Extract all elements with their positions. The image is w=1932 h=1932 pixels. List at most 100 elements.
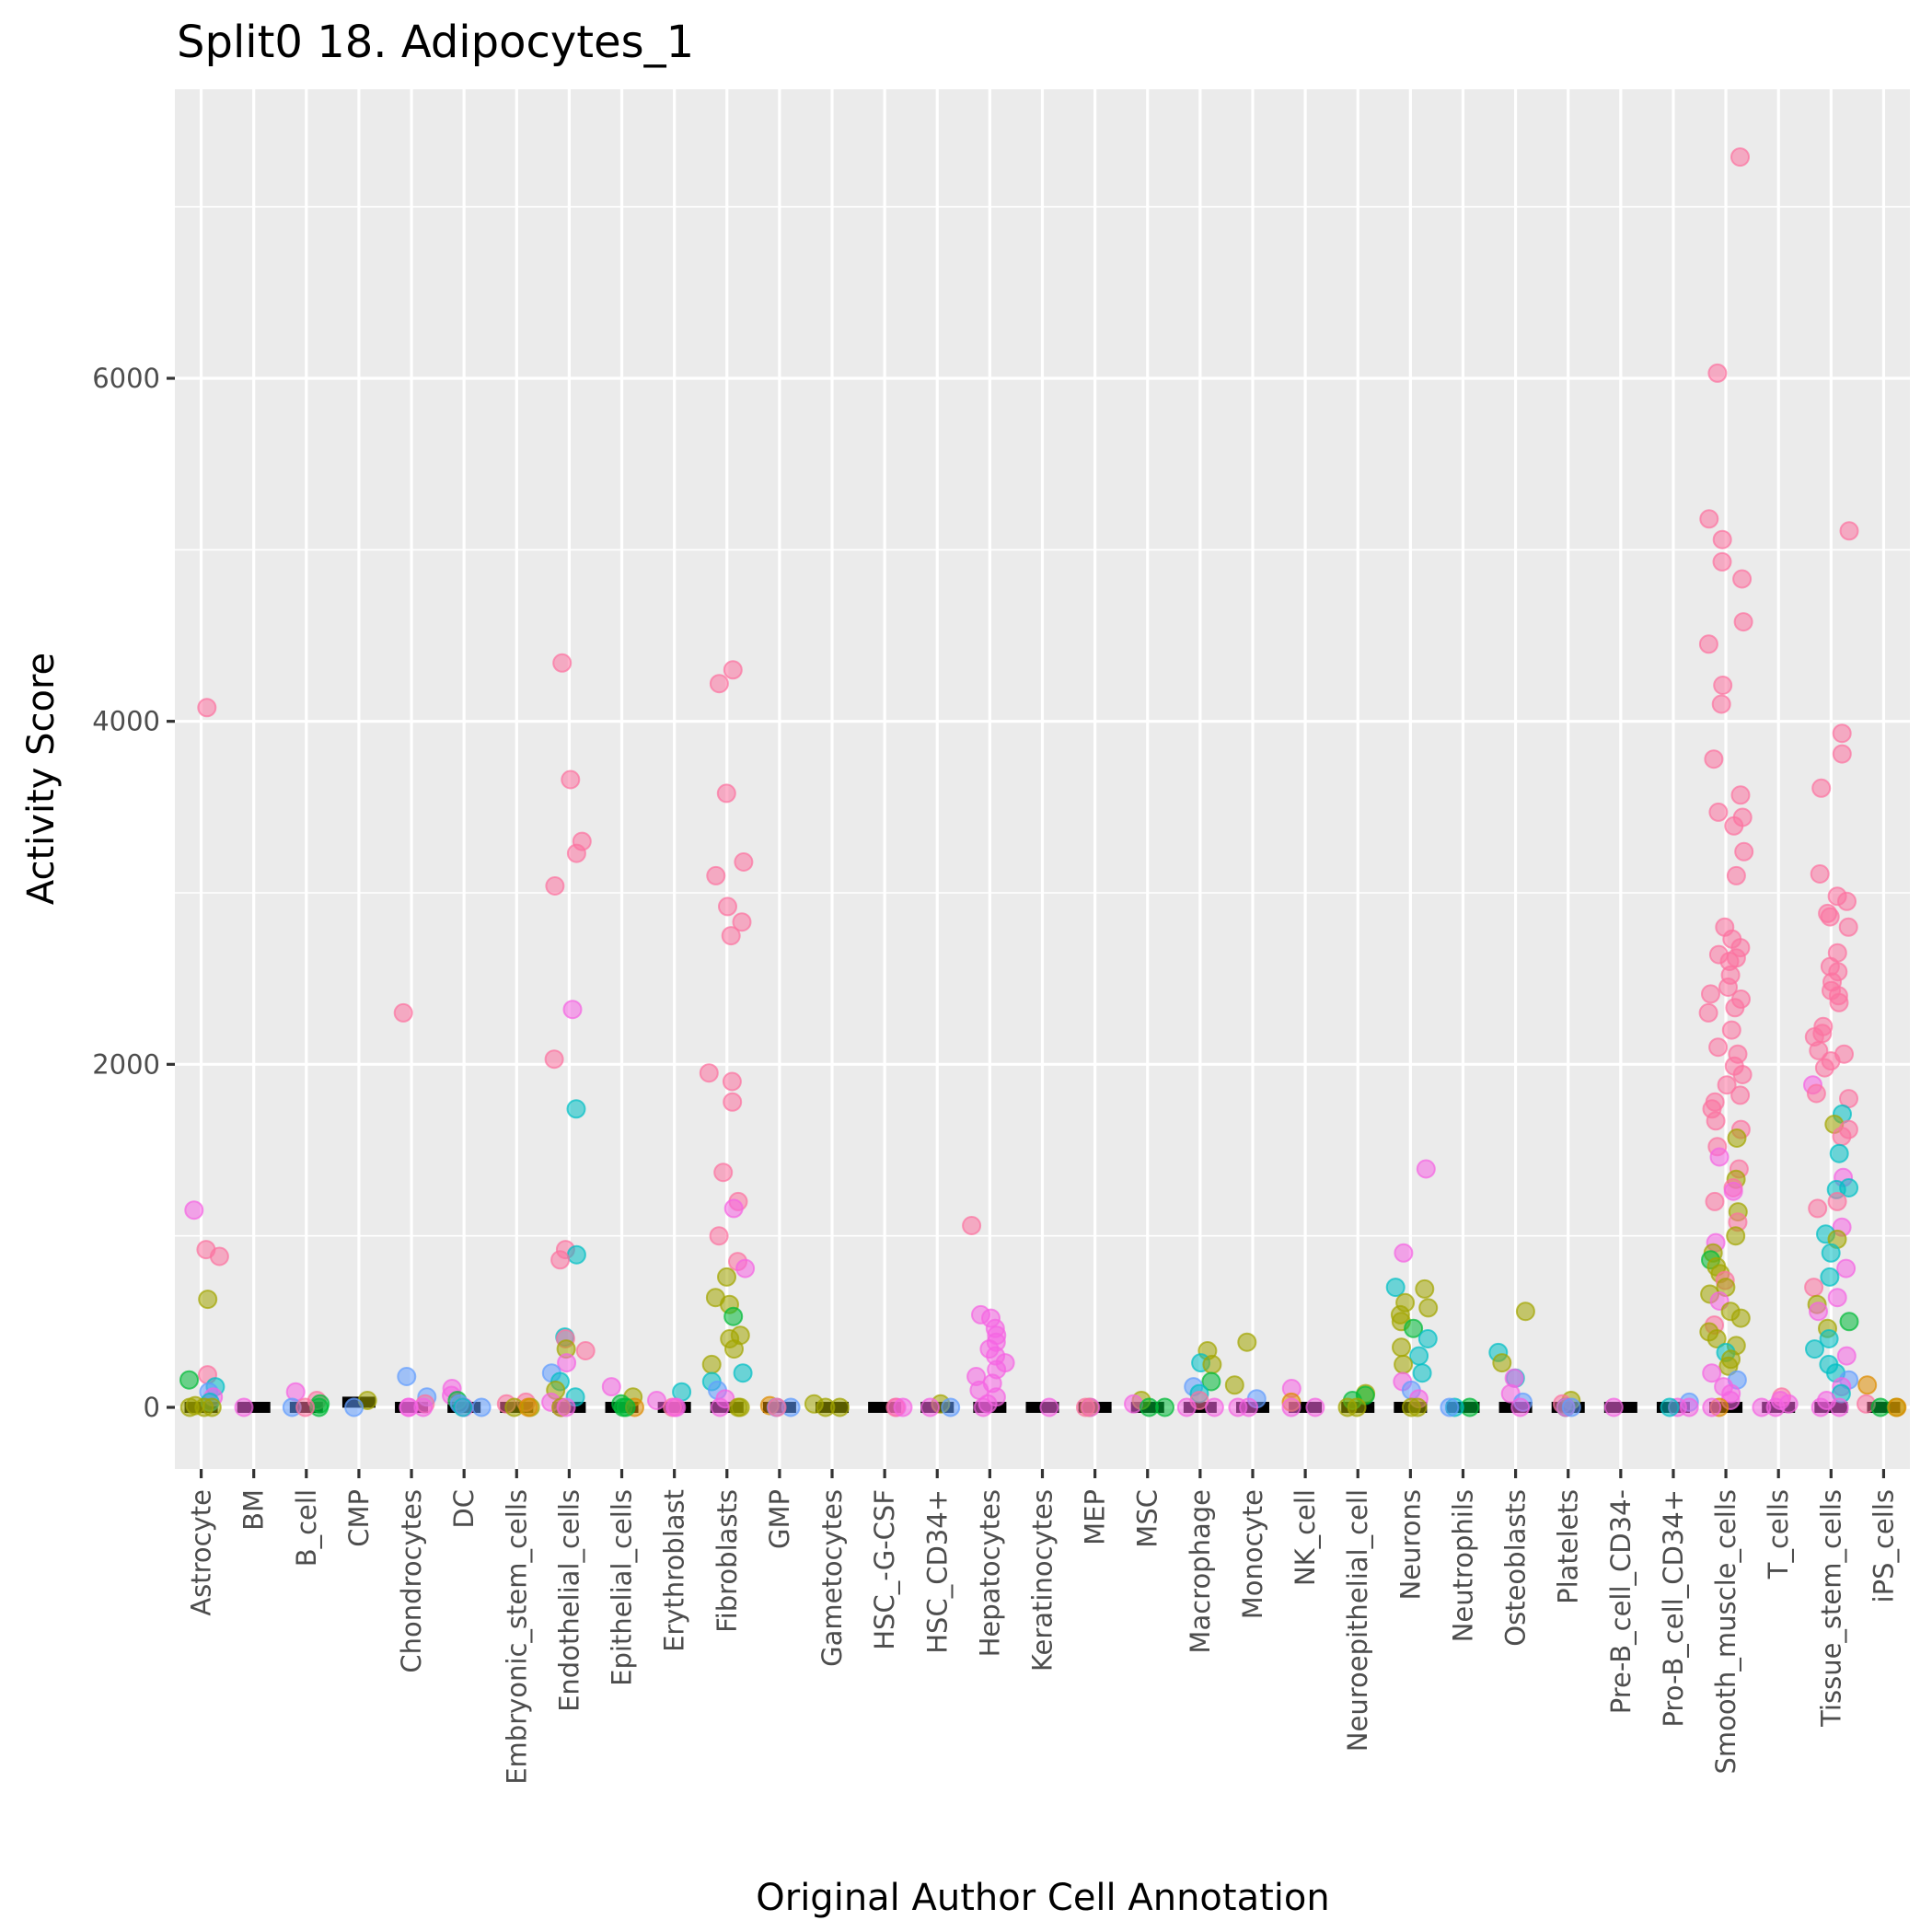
x-tick-label: Fibroblasts xyxy=(711,1489,743,1633)
data-point xyxy=(1305,1397,1325,1417)
data-point xyxy=(723,1306,744,1326)
data-point xyxy=(413,1397,434,1417)
data-point xyxy=(1724,816,1744,836)
data-point xyxy=(1806,1083,1826,1104)
data-point xyxy=(1811,778,1832,798)
data-point xyxy=(724,1339,744,1359)
data-point xyxy=(1515,1301,1535,1322)
data-point xyxy=(722,1071,742,1092)
data-point xyxy=(1075,1397,1095,1417)
data-point xyxy=(1347,1397,1367,1417)
data-point xyxy=(1707,363,1728,383)
x-tick-label: Platelets xyxy=(1553,1489,1584,1604)
data-point xyxy=(1810,864,1830,884)
data-point xyxy=(1838,917,1858,937)
data-point xyxy=(1809,1040,1829,1060)
data-point xyxy=(1698,634,1718,654)
data-point xyxy=(1819,1329,1839,1348)
data-point xyxy=(562,1000,583,1020)
data-point xyxy=(735,1258,756,1278)
x-tick-label: Erythroblast xyxy=(659,1489,690,1652)
data-point xyxy=(1730,1085,1751,1105)
data-point xyxy=(717,1267,736,1287)
x-tick-label: B_cell xyxy=(291,1489,322,1567)
data-point xyxy=(767,1397,787,1417)
y-tick-label: 4000 xyxy=(92,706,160,737)
data-point xyxy=(552,653,573,673)
data-point xyxy=(601,1377,621,1397)
x-axis: Astrocyte BM B_cell CMP Chondrocytes DC Embryo… xyxy=(186,1469,1899,1785)
data-point xyxy=(1394,1354,1414,1374)
data-point xyxy=(1857,1375,1878,1395)
data-point xyxy=(706,865,726,885)
data-point xyxy=(718,897,737,917)
data-point xyxy=(1726,1226,1746,1246)
data-point xyxy=(1409,1346,1429,1366)
data-point xyxy=(1711,694,1731,714)
data-point xyxy=(566,843,586,863)
x-tick-label: Embryonic_stem_cells xyxy=(501,1489,532,1785)
data-point xyxy=(1809,1301,1828,1322)
data-point xyxy=(1827,1191,1847,1211)
data-point xyxy=(701,1354,722,1374)
data-point xyxy=(1820,1267,1840,1287)
x-tick-label: Gametocytes xyxy=(816,1489,848,1667)
x-tick-label: Pre-B_cell_CD34- xyxy=(1605,1489,1637,1714)
x-tick-label: Smooth_muscle_cells xyxy=(1710,1489,1741,1774)
data-point xyxy=(733,1363,753,1383)
data-point xyxy=(1155,1397,1174,1417)
data-point xyxy=(209,1246,229,1267)
data-point xyxy=(1394,1243,1414,1263)
data-point xyxy=(1204,1397,1224,1417)
data-point xyxy=(179,1370,199,1390)
data-point xyxy=(1418,1298,1439,1318)
data-point xyxy=(397,1367,417,1386)
x-tick-label: MEP xyxy=(1080,1489,1111,1545)
data-point xyxy=(1730,147,1750,168)
data-point xyxy=(557,1353,577,1373)
data-point xyxy=(723,1092,743,1112)
data-point xyxy=(1702,1363,1722,1383)
data-point xyxy=(1561,1397,1581,1417)
x-tick-label: Tissue_stem_cells xyxy=(1815,1489,1846,1728)
data-point xyxy=(1717,1075,1737,1095)
data-point xyxy=(1440,1397,1460,1417)
data-point xyxy=(1829,1397,1849,1417)
x-tick-label: Epithelial_cells xyxy=(607,1489,638,1686)
x-tick-label: CMP xyxy=(343,1489,375,1547)
x-tick-label: DC xyxy=(448,1489,480,1529)
data-point xyxy=(1839,1312,1859,1332)
x-tick-label: MSC xyxy=(1132,1489,1163,1548)
data-point xyxy=(721,926,741,946)
data-point xyxy=(1836,1346,1857,1366)
x-tick-label: Keratinocytes xyxy=(1027,1489,1059,1672)
data-point xyxy=(1839,521,1859,541)
data-point xyxy=(1698,1002,1718,1023)
data-point xyxy=(1702,1397,1722,1417)
data-point xyxy=(1836,1258,1857,1278)
data-point xyxy=(962,1216,982,1235)
data-point xyxy=(1805,1339,1824,1359)
data-point xyxy=(1727,1128,1747,1148)
data-point xyxy=(295,1397,316,1417)
data-point xyxy=(1708,802,1729,822)
data-point xyxy=(1224,1375,1244,1395)
x-tick-label: Astrocyte xyxy=(186,1489,217,1616)
data-point xyxy=(1392,1337,1411,1358)
x-tick-label: Osteoblasts xyxy=(1500,1489,1532,1647)
data-point xyxy=(1708,1037,1729,1058)
data-point xyxy=(575,1341,596,1360)
chart-title: Split0 18. Adipocytes_1 xyxy=(177,17,694,68)
data-point xyxy=(1385,1278,1406,1298)
data-points xyxy=(179,147,1907,1417)
x-tick-label: Hepatocytes xyxy=(974,1489,1005,1657)
data-point xyxy=(1412,1363,1432,1383)
data-point xyxy=(1811,1397,1831,1417)
data-point xyxy=(1733,612,1753,632)
data-point xyxy=(1726,865,1746,885)
data-point xyxy=(665,1397,685,1417)
data-point xyxy=(1407,1397,1428,1417)
x-tick-label: Macrophage xyxy=(1185,1489,1216,1654)
data-point xyxy=(1228,1397,1248,1417)
x-tick-label: Chondrocytes xyxy=(396,1489,427,1673)
